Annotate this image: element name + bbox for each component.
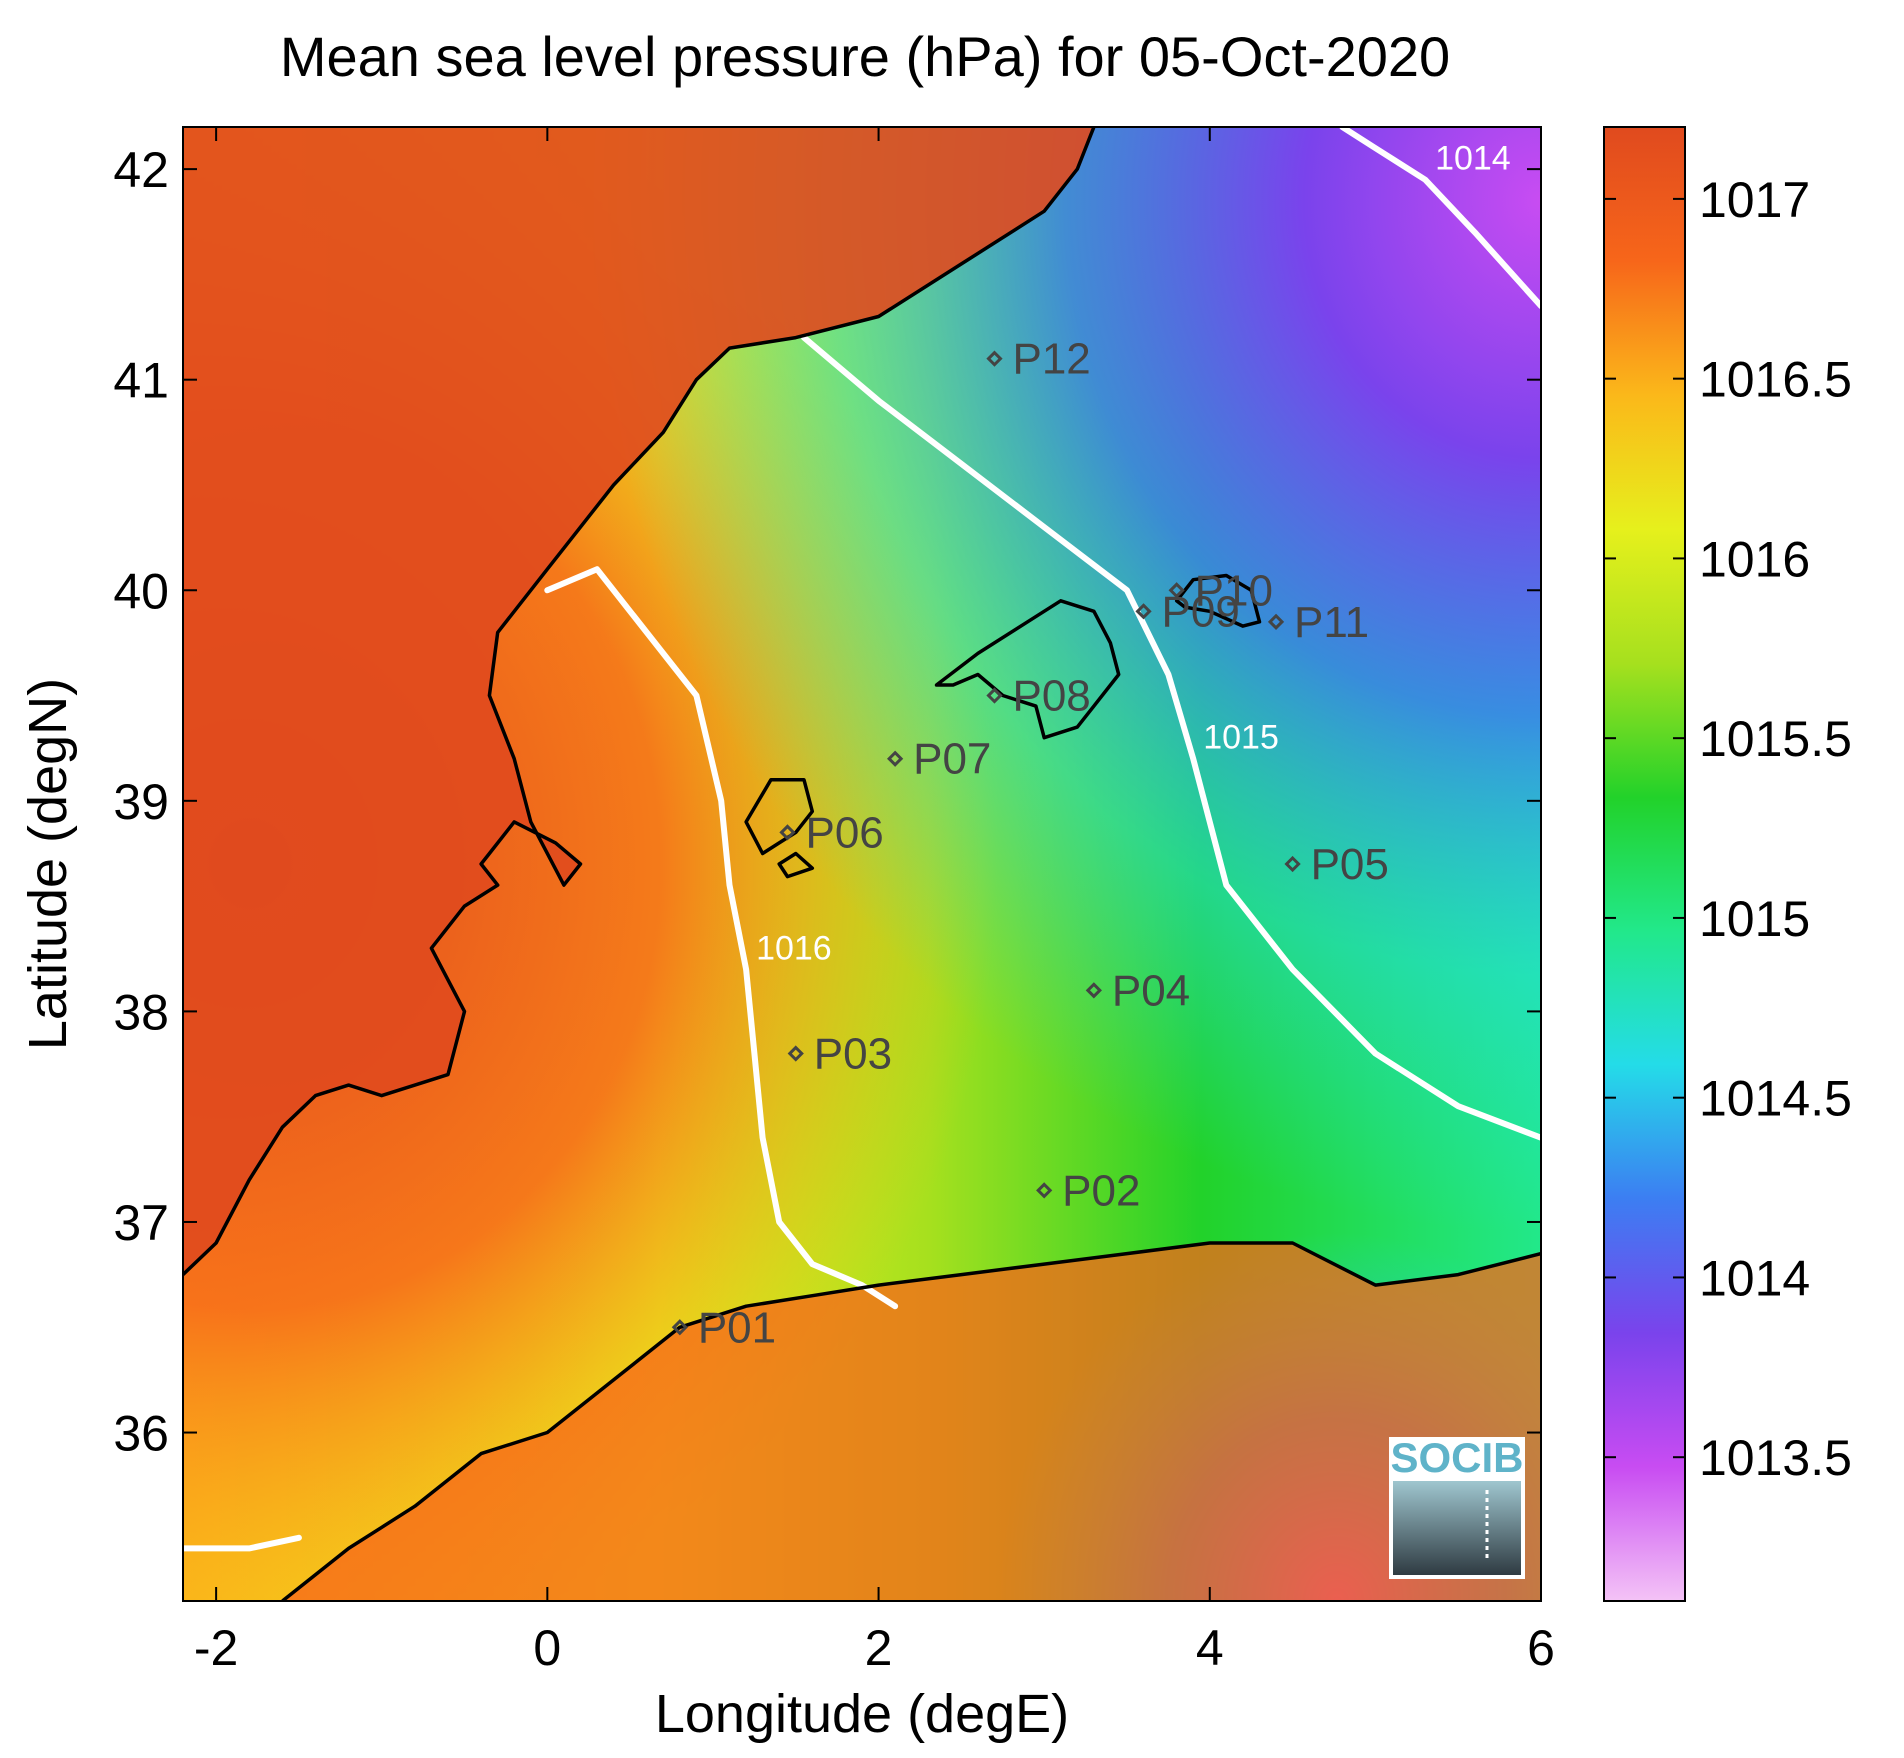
station-label: P04 <box>1112 966 1190 1015</box>
station-marker <box>986 687 1003 704</box>
pressure-field: 101410151016P01P02P03P04P05P06P07P08P09P… <box>183 127 1541 1601</box>
plot-frame <box>182 126 1542 1602</box>
colorbar-tick-label: 1016 <box>1699 531 1810 587</box>
figure-title: Mean sea level pressure (hPa) for 05-Oct… <box>280 25 1450 88</box>
coastline-ibiza <box>744 778 815 856</box>
y-tick-label: 41 <box>113 353 169 409</box>
contour-line <box>544 566 899 1310</box>
station-label: P06 <box>805 808 883 857</box>
y-tick-label: 36 <box>113 1406 169 1462</box>
coastline-north-africa-coast <box>281 1241 1541 1601</box>
colorbar-tick-label: 1016.5 <box>1699 352 1852 408</box>
coastline-formentera <box>777 851 815 879</box>
station-label: P02 <box>1062 1166 1140 1215</box>
contour-label: 1016 <box>756 929 832 967</box>
station-label: P10 <box>1195 566 1273 615</box>
x-tick-label: 2 <box>865 1620 893 1676</box>
x-tick-label: 0 <box>533 1620 561 1676</box>
coastline-mallorca <box>934 599 1121 740</box>
station-marker <box>1168 582 1185 599</box>
land-iberia-fill <box>183 127 1094 1275</box>
map-plot-area: 101410151016P01P02P03P04P05P06P07P08P09P… <box>182 126 1542 1602</box>
station-label: P05 <box>1311 840 1389 889</box>
y-tick-label: 38 <box>113 984 169 1040</box>
contour-line <box>801 334 1541 1141</box>
station-marker <box>986 350 1003 367</box>
logo-image <box>1393 1481 1521 1575</box>
station-marker <box>887 750 904 767</box>
x-axis-label: Longitude (degE) <box>655 1684 1069 1744</box>
x-tick-label: 6 <box>1527 1620 1555 1676</box>
station-marker <box>787 1045 804 1062</box>
logo-text: SOCIB <box>1390 1434 1523 1481</box>
station-label: P01 <box>698 1303 776 1352</box>
colorbar-tick-label: 1014 <box>1699 1250 1810 1306</box>
y-tick-label: 37 <box>113 1195 169 1251</box>
station-label: P07 <box>913 735 991 784</box>
contour-line <box>1339 127 1541 309</box>
station-label: P08 <box>1012 672 1090 721</box>
station-marker <box>671 1319 688 1336</box>
coastline-iberian-coast <box>183 127 1096 1276</box>
colorbar-tick-label: 1015 <box>1699 891 1810 947</box>
station-marker <box>779 824 796 841</box>
station-marker <box>1085 982 1102 999</box>
contour-label: 1014 <box>1435 140 1511 178</box>
station-label: P12 <box>1012 335 1090 384</box>
coastline-menorca <box>1174 573 1262 628</box>
x-tick-label: 4 <box>1196 1620 1224 1676</box>
colorbar-tick-label: 1015.5 <box>1699 711 1852 767</box>
station-marker <box>1135 603 1152 620</box>
station-marker <box>1267 613 1285 630</box>
y-axis-label: Latitude (degN) <box>18 678 78 1050</box>
y-tick-label: 39 <box>113 774 169 830</box>
contour-label: 1015 <box>1203 719 1279 757</box>
colorbar-tick-label: 1017 <box>1699 172 1810 228</box>
station-marker <box>1036 1182 1053 1199</box>
y-tick-label: 40 <box>113 563 169 619</box>
colorbar-tick-label: 1014.5 <box>1699 1071 1852 1127</box>
y-axis-ticks: 36 37 38 39 40 41 42 <box>113 142 1541 1462</box>
station-label: P11 <box>1294 598 1369 647</box>
land-africa-fill <box>282 1243 1541 1601</box>
x-tick-label: -2 <box>194 1620 238 1676</box>
station-label: P03 <box>814 1030 892 1079</box>
socib-logo: SOCIB <box>1389 1434 1525 1579</box>
colorbar-gradient <box>1603 126 1686 1602</box>
y-tick-label: 42 <box>113 142 169 198</box>
contour-line <box>183 1534 302 1552</box>
colorbar: 1013.5 1014 1014.5 1015 1015.5 1016 1016.5 1017 <box>1603 126 1852 1602</box>
station-marker <box>1284 855 1301 873</box>
colorbar-tick-label: 1013.5 <box>1699 1430 1852 1486</box>
x-axis-ticks: -2 0 2 4 6 <box>194 127 1555 1676</box>
